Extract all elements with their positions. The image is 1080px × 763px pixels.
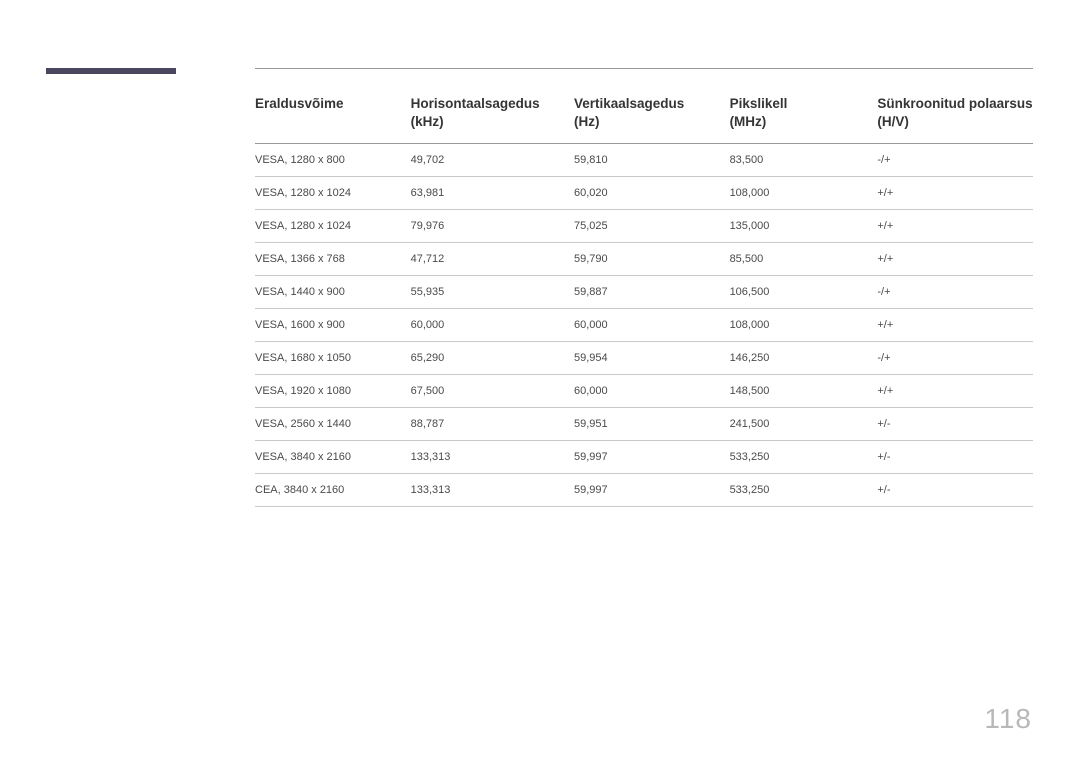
table-cell: 75,025 [574, 210, 730, 243]
table-cell: VESA, 1280 x 1024 [255, 210, 411, 243]
table-cell: 59,790 [574, 243, 730, 276]
table-row: VESA, 1366 x 76847,71259,79085,500+/+ [255, 243, 1033, 276]
table-row: VESA, 2560 x 144088,78759,951241,500+/- [255, 408, 1033, 441]
table-row: VESA, 3840 x 2160133,31359,997533,250+/- [255, 441, 1033, 474]
header-line2: (Hz) [574, 114, 600, 129]
table-row: VESA, 1680 x 105065,29059,954146,250-/+ [255, 342, 1033, 375]
top-rule [255, 68, 1033, 69]
table-cell: 146,250 [730, 342, 878, 375]
resolution-table: Eraldusvõime Horisontaalsagedus (kHz) Ve… [255, 91, 1033, 507]
column-header: Sünkroonitud polaarsus (H/V) [877, 91, 1033, 144]
page-number: 118 [984, 703, 1032, 735]
table-cell: +/+ [877, 375, 1033, 408]
table-cell: -/+ [877, 342, 1033, 375]
column-header: Eraldusvõime [255, 91, 411, 144]
table-cell: VESA, 1366 x 768 [255, 243, 411, 276]
table-cell: 533,250 [730, 474, 878, 507]
table-cell: +/+ [877, 309, 1033, 342]
header-line1: Eraldusvõime [255, 96, 344, 111]
table-cell: 59,887 [574, 276, 730, 309]
table-cell: +/- [877, 474, 1033, 507]
table-row: VESA, 1600 x 90060,00060,000108,000+/+ [255, 309, 1033, 342]
table-header-row: Eraldusvõime Horisontaalsagedus (kHz) Ve… [255, 91, 1033, 144]
header-line1: Horisontaalsagedus [411, 96, 540, 111]
header-line2: (H/V) [877, 114, 909, 129]
table-row: VESA, 1280 x 102479,97675,025135,000+/+ [255, 210, 1033, 243]
table-cell: 49,702 [411, 144, 574, 177]
table-cell: 65,290 [411, 342, 574, 375]
table-cell: 533,250 [730, 441, 878, 474]
column-header: Vertikaalsagedus (Hz) [574, 91, 730, 144]
table-row: VESA, 1280 x 102463,98160,020108,000+/+ [255, 177, 1033, 210]
table-cell: 59,951 [574, 408, 730, 441]
table-row: VESA, 1280 x 80049,70259,81083,500-/+ [255, 144, 1033, 177]
header-line1: Sünkroonitud polaarsus [877, 96, 1032, 111]
table-cell: 83,500 [730, 144, 878, 177]
table-cell: 63,981 [411, 177, 574, 210]
header-line2: (kHz) [411, 114, 444, 129]
table-row: VESA, 1920 x 108067,50060,000148,500+/+ [255, 375, 1033, 408]
table-row: VESA, 1440 x 90055,93559,887106,500-/+ [255, 276, 1033, 309]
table-cell: -/+ [877, 276, 1033, 309]
table-cell: 67,500 [411, 375, 574, 408]
table-cell: VESA, 1600 x 900 [255, 309, 411, 342]
column-header: Pikslikell (MHz) [730, 91, 878, 144]
table-cell: 59,810 [574, 144, 730, 177]
table-cell: -/+ [877, 144, 1033, 177]
table-cell: 241,500 [730, 408, 878, 441]
table-cell: VESA, 1680 x 1050 [255, 342, 411, 375]
table-cell: +/+ [877, 210, 1033, 243]
table-cell: 60,000 [411, 309, 574, 342]
table-cell: 59,997 [574, 474, 730, 507]
table-cell: 59,997 [574, 441, 730, 474]
table-cell: VESA, 1280 x 800 [255, 144, 411, 177]
table-cell: 85,500 [730, 243, 878, 276]
content-area: Eraldusvõime Horisontaalsagedus (kHz) Ve… [255, 68, 1033, 507]
header-line1: Pikslikell [730, 96, 788, 111]
table-cell: 108,000 [730, 177, 878, 210]
table-cell: +/- [877, 408, 1033, 441]
table-cell: 79,976 [411, 210, 574, 243]
header-line2: (MHz) [730, 114, 767, 129]
table-cell: 133,313 [411, 474, 574, 507]
table-cell: 106,500 [730, 276, 878, 309]
table-cell: 55,935 [411, 276, 574, 309]
table-cell: 133,313 [411, 441, 574, 474]
table-cell: VESA, 1920 x 1080 [255, 375, 411, 408]
header-line1: Vertikaalsagedus [574, 96, 684, 111]
table-cell: CEA, 3840 x 2160 [255, 474, 411, 507]
table-cell: +/- [877, 441, 1033, 474]
table-cell: 148,500 [730, 375, 878, 408]
table-cell: +/+ [877, 177, 1033, 210]
table-cell: 88,787 [411, 408, 574, 441]
table-cell: 60,000 [574, 309, 730, 342]
table-cell: VESA, 1280 x 1024 [255, 177, 411, 210]
table-cell: VESA, 2560 x 1440 [255, 408, 411, 441]
table-cell: 47,712 [411, 243, 574, 276]
table-cell: VESA, 1440 x 900 [255, 276, 411, 309]
table-cell: 60,020 [574, 177, 730, 210]
side-accent-bar [46, 68, 176, 74]
table-cell: 135,000 [730, 210, 878, 243]
table-row: CEA, 3840 x 2160133,31359,997533,250+/- [255, 474, 1033, 507]
table-cell: 108,000 [730, 309, 878, 342]
table-cell: VESA, 3840 x 2160 [255, 441, 411, 474]
table-cell: 59,954 [574, 342, 730, 375]
table-cell: +/+ [877, 243, 1033, 276]
column-header: Horisontaalsagedus (kHz) [411, 91, 574, 144]
table-cell: 60,000 [574, 375, 730, 408]
